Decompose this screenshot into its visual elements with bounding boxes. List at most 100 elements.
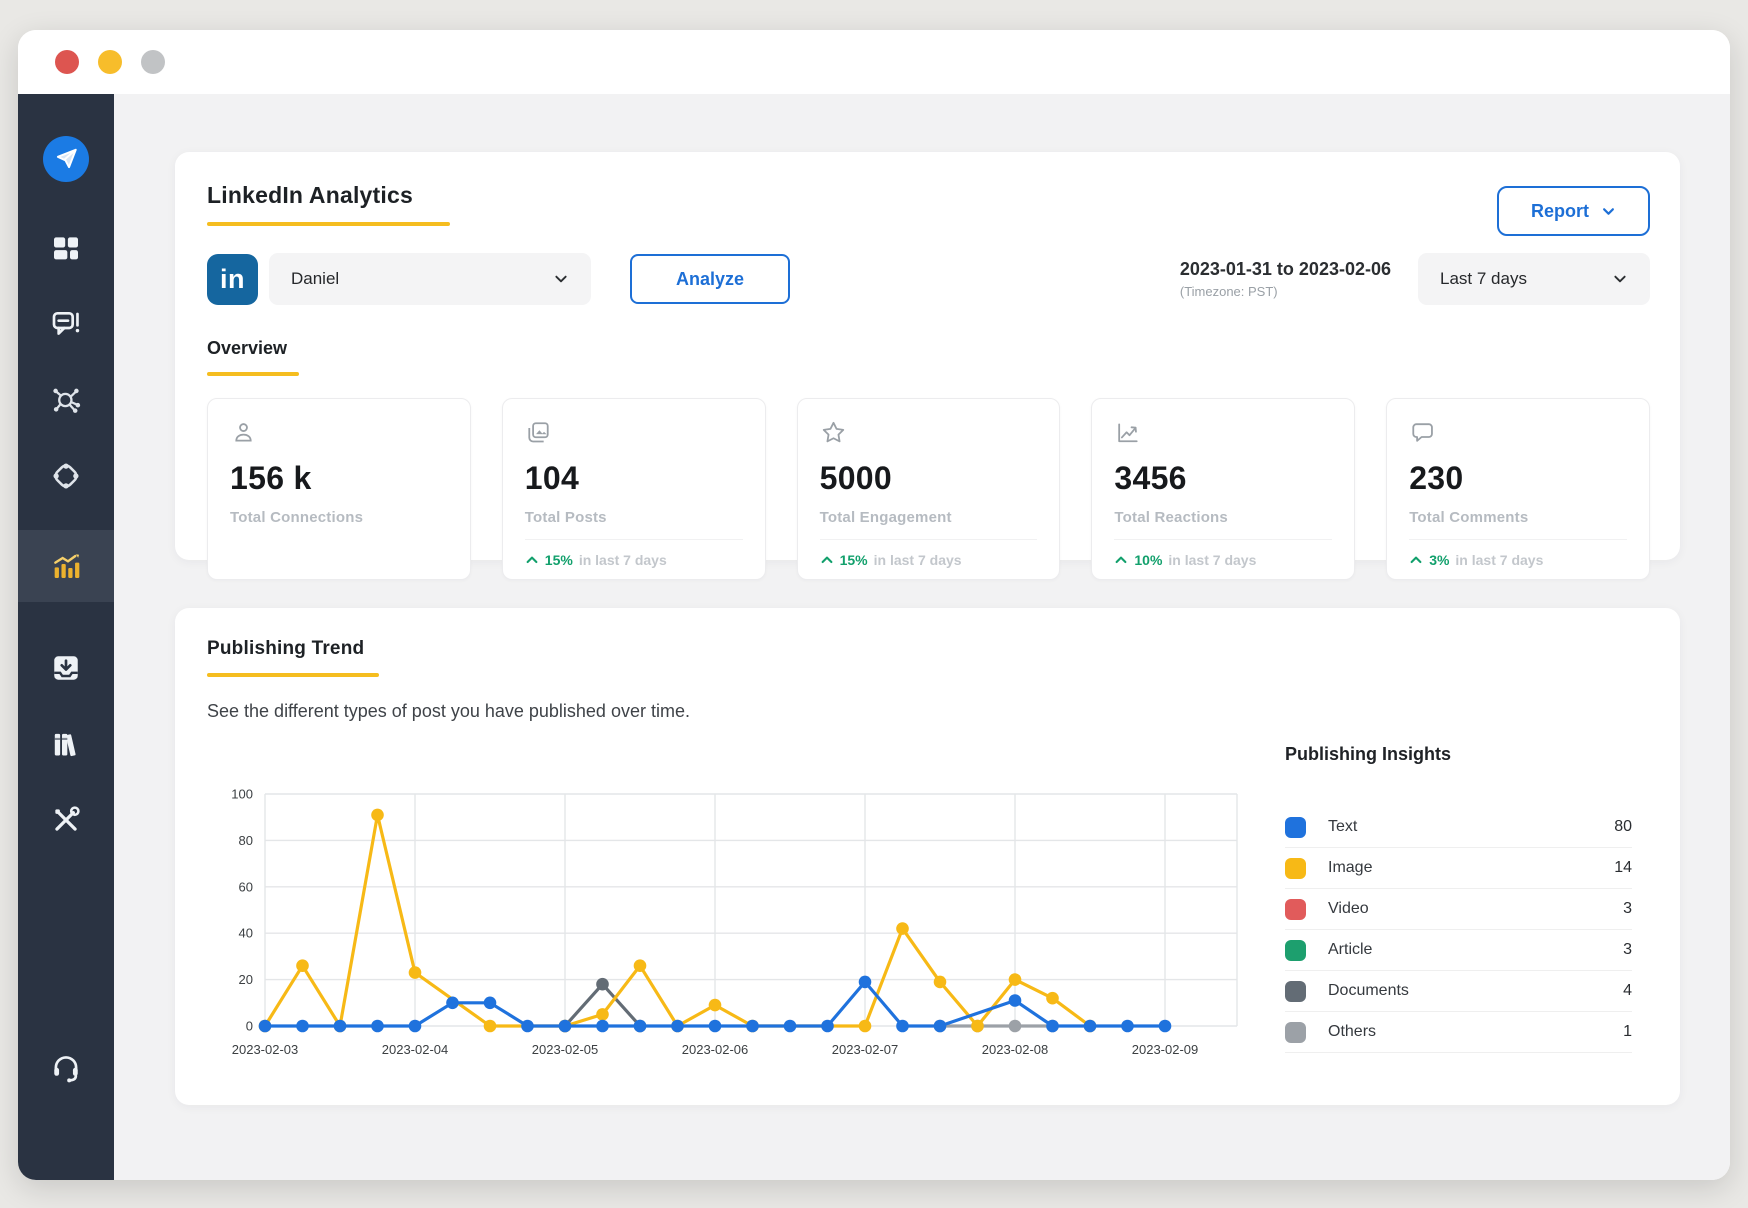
stat-value: 230: [1409, 460, 1464, 496]
sidebar-item-inbox[interactable]: [18, 630, 114, 706]
divider: [819, 539, 1038, 540]
legend-color-chip: [1285, 939, 1306, 961]
svg-text:2023-02-07: 2023-02-07: [832, 1042, 899, 1057]
sidebar-item-connect[interactable]: [18, 362, 114, 438]
publishing-trend-panel: Publishing Trend See the different types…: [175, 608, 1680, 1105]
period-select[interactable]: Last 7 days: [1418, 253, 1650, 305]
linkedin-glyph: in: [220, 263, 245, 294]
caret-up-icon: [820, 553, 834, 567]
stat-label: Total Reactions: [1114, 509, 1228, 526]
network-icon: [50, 384, 82, 416]
books-icon: [50, 728, 82, 760]
analytics-overview-panel: LinkedIn Analytics Report in Daniel Anal…: [175, 152, 1680, 580]
legend-label: Video: [1328, 900, 1369, 917]
svg-text:60: 60: [239, 879, 253, 894]
legend-row-others[interactable]: Others 1: [1285, 1012, 1632, 1053]
change-percent: 15%: [839, 552, 868, 568]
caret-up-icon: [1114, 553, 1128, 567]
trend-icon: [1114, 419, 1141, 446]
legend-color-chip: [1285, 980, 1306, 1002]
sidebar-item-analytics[interactable]: [18, 530, 114, 602]
legend-row-video[interactable]: Video 3: [1285, 889, 1632, 930]
report-button[interactable]: Report: [1497, 186, 1650, 236]
change-percent: 15%: [544, 552, 573, 568]
profile-select[interactable]: Daniel: [269, 253, 591, 305]
legend-row-text[interactable]: Text 80: [1285, 807, 1632, 848]
change-suffix: in last 7 days: [1455, 552, 1544, 568]
sidebar-item-tools[interactable]: [18, 782, 114, 858]
stat-value: 104: [524, 460, 580, 496]
date-range-block: 2023-01-31 to 2023-02-06 (Timezone: PST): [1180, 259, 1418, 299]
profile-row: in Daniel Analyze 2023-01-31 to 2023-02-…: [207, 253, 1650, 305]
sidebar-item-logo[interactable]: [18, 122, 114, 196]
insights-title: Publishing Insights: [1285, 744, 1451, 764]
legend-value: 1: [1623, 1023, 1632, 1040]
legend-value: 4: [1623, 982, 1632, 999]
compass-dots-icon: [50, 460, 82, 492]
sidebar-item-posts[interactable]: [18, 286, 114, 362]
trend-subtitle: See the different types of post you have…: [207, 701, 690, 721]
legend-label: Image: [1328, 859, 1373, 876]
legend-row-image[interactable]: Image 14: [1285, 848, 1632, 889]
sidebar-item-dashboard[interactable]: [18, 210, 114, 286]
star-icon: [820, 419, 847, 446]
overview-underline: [207, 372, 299, 376]
stat-value: 156 k: [230, 460, 312, 496]
report-button-label: Report: [1531, 200, 1589, 221]
svg-text:80: 80: [239, 833, 253, 848]
stat-change: 15% in last 7 days: [820, 552, 1038, 568]
svg-text:2023-02-08: 2023-02-08: [982, 1042, 1049, 1057]
legend-label: Documents: [1328, 982, 1409, 999]
legend-value: 3: [1623, 941, 1632, 958]
trend-chart: 0 20 40 60 80 100 2023-02-03 2023-02-04 2023-02-…: [207, 722, 1272, 1082]
zoom-button[interactable]: [141, 50, 165, 74]
timezone-note: (Timezone: PST): [1179, 284, 1278, 299]
legend-label: Article: [1328, 941, 1373, 958]
chat-alert-icon: [50, 308, 82, 340]
sidebar-item-support[interactable]: [18, 1029, 114, 1105]
sidebar-item-discover[interactable]: [18, 438, 114, 514]
comment-icon: [1409, 419, 1436, 446]
change-percent: 3%: [1429, 552, 1450, 568]
person-icon: [230, 419, 257, 446]
legend-color-chip: [1285, 1021, 1306, 1043]
stat-card-total-reactions: 3456 Total Reactions 10% in last 7 days: [1091, 398, 1356, 580]
legend-row-article[interactable]: Article 3: [1285, 930, 1632, 971]
overview-label: Overview: [207, 338, 288, 358]
date-range-text: 2023-01-31 to 2023-02-06: [1179, 259, 1391, 279]
legend-color-chip: [1285, 898, 1306, 920]
legend-label: Others: [1328, 1023, 1377, 1040]
svg-text:0: 0: [246, 1019, 253, 1034]
chevron-down-icon: [1603, 207, 1614, 215]
stat-label: Total Connections: [230, 509, 364, 526]
legend-row-documents[interactable]: Documents 4: [1285, 971, 1632, 1012]
legend-color-chip: [1285, 816, 1306, 838]
page-title: LinkedIn Analytics: [207, 182, 413, 208]
legend-value: 14: [1614, 859, 1632, 876]
headset-icon: [50, 1051, 82, 1083]
analyze-button[interactable]: Analyze: [630, 254, 790, 304]
caret-up-icon: [525, 553, 539, 567]
svg-text:20: 20: [239, 972, 253, 987]
divider: [1114, 539, 1333, 540]
stat-label: Total Posts: [524, 509, 607, 526]
svg-text:2023-02-04: 2023-02-04: [382, 1042, 449, 1057]
stat-value: 3456: [1114, 460, 1187, 496]
sidebar-item-library[interactable]: [18, 706, 114, 782]
publishing-insights: Publishing Insights Text 80 Image 14 Vid…: [1285, 722, 1650, 1082]
change-percent: 10%: [1134, 552, 1163, 568]
stat-change: 10% in last 7 days: [1114, 552, 1332, 568]
period-selected-value: Last 7 days: [1440, 269, 1527, 288]
legend-label: Text: [1328, 818, 1358, 835]
legend-value: 80: [1614, 818, 1632, 835]
stat-change: 3% in last 7 days: [1409, 552, 1627, 568]
title-underline: [207, 222, 450, 226]
titlebar: [18, 30, 1730, 94]
insights-rows: Text 80 Image 14 Video 3 Article 3 Docum…: [1285, 807, 1632, 1053]
minimize-button[interactable]: [98, 50, 122, 74]
stat-card-total-connections: 156 k Total Connections: [207, 398, 471, 580]
chevron-down-icon: [555, 275, 567, 283]
app-window: LinkedIn Analytics Report in Daniel Anal…: [18, 30, 1730, 1180]
close-button[interactable]: [55, 50, 79, 74]
bar-chart-icon: [50, 550, 82, 582]
